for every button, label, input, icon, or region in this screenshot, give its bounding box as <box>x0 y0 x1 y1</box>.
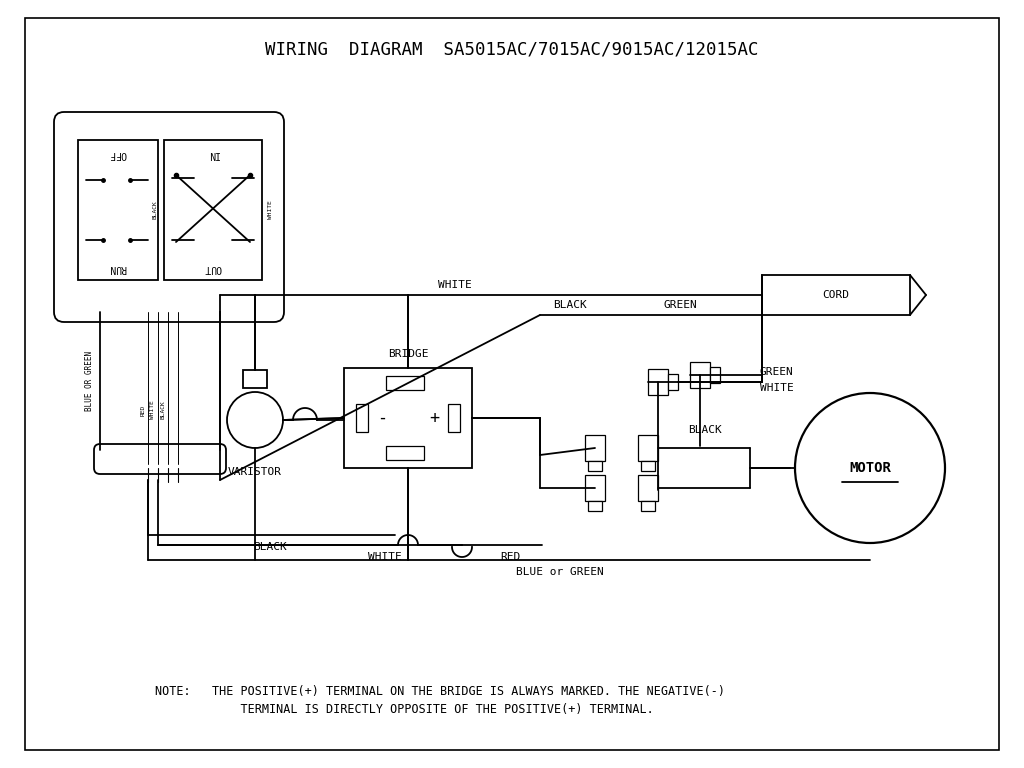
Text: BLACK: BLACK <box>553 300 587 310</box>
Bar <box>638 435 658 461</box>
Text: WIRING  DIAGRAM  SA5015AC/7015AC/9015AC/12015AC: WIRING DIAGRAM SA5015AC/7015AC/9015AC/12… <box>265 41 759 59</box>
Bar <box>78 140 158 280</box>
Text: RUN: RUN <box>110 263 127 273</box>
Circle shape <box>227 392 283 448</box>
Bar <box>386 446 424 460</box>
Text: BLACK: BLACK <box>161 401 166 419</box>
Text: BLACK: BLACK <box>153 200 158 220</box>
Bar <box>585 435 605 461</box>
Text: RED: RED <box>140 405 145 415</box>
Bar <box>588 501 602 511</box>
Circle shape <box>795 393 945 543</box>
Text: IN: IN <box>207 149 219 159</box>
Bar <box>710 367 720 383</box>
Bar <box>344 368 472 468</box>
Bar <box>449 404 460 432</box>
Bar <box>386 376 424 390</box>
Text: WHITE: WHITE <box>438 280 472 290</box>
Text: GREEN: GREEN <box>664 300 697 310</box>
Text: OUT: OUT <box>204 263 222 273</box>
Text: WHITE: WHITE <box>267 200 272 220</box>
Bar <box>648 369 668 395</box>
Text: TERMINAL IS DIRECTLY OPPOSITE OF THE POSITIVE(+) TERMINAL.: TERMINAL IS DIRECTLY OPPOSITE OF THE POS… <box>155 703 653 717</box>
Text: MOTOR: MOTOR <box>849 461 891 475</box>
Text: +: + <box>429 409 439 427</box>
Text: WHITE: WHITE <box>151 401 156 419</box>
Text: BLACK: BLACK <box>253 542 287 552</box>
Bar <box>668 374 678 390</box>
Bar <box>690 362 710 388</box>
Text: CORD: CORD <box>822 290 850 300</box>
Bar <box>638 475 658 501</box>
Text: NOTE:   THE POSITIVE(+) TERMINAL ON THE BRIDGE IS ALWAYS MARKED. THE NEGATIVE(-): NOTE: THE POSITIVE(+) TERMINAL ON THE BR… <box>155 686 725 699</box>
Text: WHITE: WHITE <box>760 383 794 393</box>
Bar <box>243 370 267 388</box>
Text: WHITE: WHITE <box>368 552 401 562</box>
Bar <box>585 475 605 501</box>
Text: OFF: OFF <box>110 149 127 159</box>
Text: BRIDGE: BRIDGE <box>388 349 428 359</box>
Bar <box>762 275 910 315</box>
Text: BLUE OR GREEN: BLUE OR GREEN <box>85 351 94 411</box>
Bar <box>356 404 368 432</box>
Text: VARISTOR: VARISTOR <box>228 467 282 477</box>
Bar <box>164 140 262 280</box>
Text: GREEN: GREEN <box>760 367 794 377</box>
Bar <box>641 501 655 511</box>
Text: RED: RED <box>500 552 520 562</box>
Text: BLUE or GREEN: BLUE or GREEN <box>516 567 604 577</box>
Bar <box>588 461 602 471</box>
Bar <box>641 461 655 471</box>
Text: -: - <box>377 409 387 427</box>
Text: BLACK: BLACK <box>688 425 722 435</box>
